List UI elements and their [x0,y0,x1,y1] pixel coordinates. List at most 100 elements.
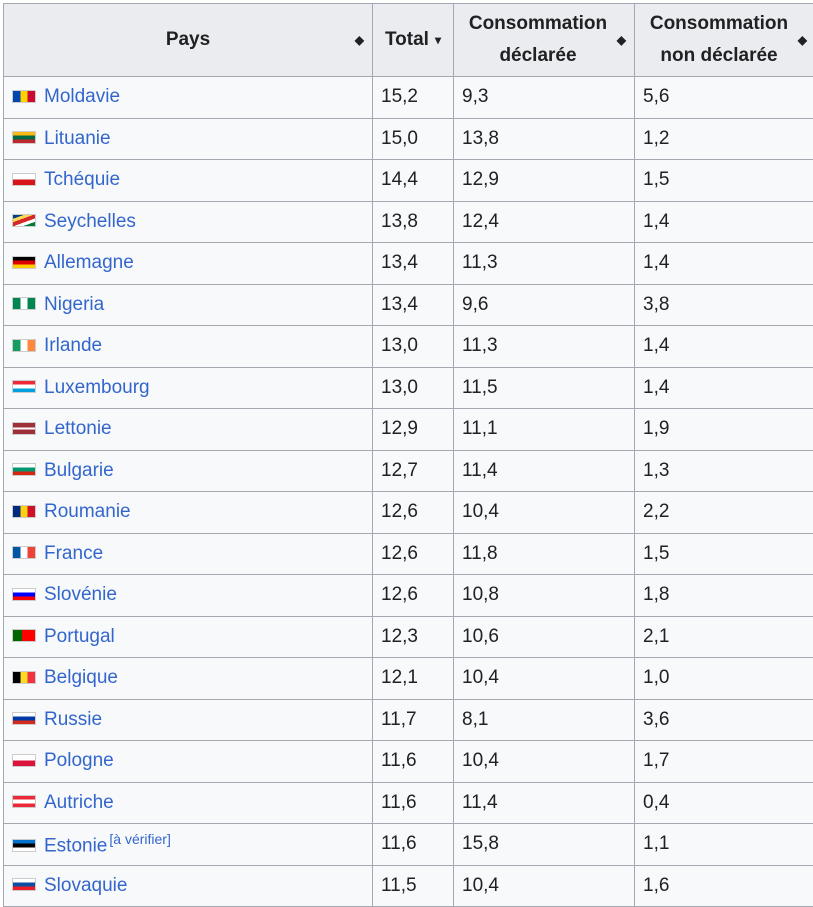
flag-estonia-icon [12,839,36,852]
country-link[interactable]: Estonie [44,835,107,856]
country-link[interactable]: Luxembourg [44,377,150,398]
cell-declared: 9,6 [454,284,635,326]
cell-undeclared: 2,1 [635,616,813,658]
cell-declared: 13,8 [454,118,635,160]
cell-undeclared: 5,6 [635,77,813,119]
country-link[interactable]: Autriche [44,792,114,813]
cell-country: Slovaquie [4,865,373,907]
cell-total: 11,5 [373,865,454,907]
column-header-undeclared[interactable]: Consommation non déclarée ◆ [635,4,813,77]
cell-undeclared: 1,8 [635,575,813,617]
column-header-pays[interactable]: Pays ◆ [4,4,373,77]
cell-declared: 10,4 [454,865,635,907]
country-link[interactable]: Portugal [44,626,115,647]
cell-undeclared: 1,9 [635,409,813,451]
cell-declared: 11,3 [454,243,635,285]
cell-declared: 10,8 [454,575,635,617]
flag-latvia-icon [12,422,36,435]
flag-romania-icon [12,505,36,518]
country-link[interactable]: Lituanie [44,128,111,149]
cell-undeclared: 1,5 [635,160,813,202]
cell-total: 13,0 [373,326,454,368]
cell-undeclared: 1,4 [635,367,813,409]
country-link[interactable]: Russie [44,709,102,730]
cell-total: 12,6 [373,575,454,617]
cell-country: Portugal [4,616,373,658]
cell-undeclared: 1,5 [635,533,813,575]
country-link[interactable]: Slovaquie [44,875,127,896]
column-header-total[interactable]: Total ▾ [373,4,454,77]
cell-declared: 11,1 [454,409,635,451]
cell-declared: 8,1 [454,699,635,741]
cell-country: Irlande [4,326,373,368]
country-link[interactable]: Pologne [44,750,114,771]
column-header-label: Total [385,24,429,56]
country-link[interactable]: France [44,543,103,564]
cell-declared: 10,6 [454,616,635,658]
column-header-label: Consommation déclarée [460,8,616,72]
sort-both-icon[interactable]: ◆ [798,34,807,46]
country-link[interactable]: Lettonie [44,418,112,439]
cell-country: Lituanie [4,118,373,160]
cell-declared: 11,8 [454,533,635,575]
cell-country: Lettonie [4,409,373,451]
flag-slovakia-icon [12,878,36,891]
sort-descending-icon[interactable]: ▾ [435,33,441,47]
cell-undeclared: 1,7 [635,741,813,783]
country-link[interactable]: Tchéquie [44,169,120,190]
cell-country: Pologne [4,741,373,783]
cell-total: 12,6 [373,533,454,575]
cell-declared: 10,4 [454,492,635,534]
cell-declared: 11,5 [454,367,635,409]
cell-total: 12,3 [373,616,454,658]
country-link[interactable]: Irlande [44,335,102,356]
column-header-label: Pays [166,24,210,56]
flag-russia-icon [12,712,36,725]
country-link[interactable]: Allemagne [44,252,134,273]
country-link[interactable]: Seychelles [44,211,136,232]
flag-seychelles-icon [12,214,36,227]
country-link[interactable]: Roumanie [44,501,131,522]
cell-total: 11,7 [373,699,454,741]
cell-undeclared: 2,2 [635,492,813,534]
cell-total: 13,4 [373,284,454,326]
country-link[interactable]: Slovénie [44,584,117,605]
country-link[interactable]: Belgique [44,667,118,688]
cell-undeclared: 1,3 [635,450,813,492]
cell-total: 12,9 [373,409,454,451]
cell-undeclared: 1,2 [635,118,813,160]
cell-undeclared: 0,4 [635,782,813,824]
flag-czechia-icon [12,173,36,186]
sort-both-icon[interactable]: ◆ [617,34,626,46]
cell-undeclared: 3,8 [635,284,813,326]
sort-both-icon[interactable]: ◆ [355,34,364,46]
cell-country: Luxembourg [4,367,373,409]
country-link[interactable]: Bulgarie [44,460,114,481]
flag-bulgaria-icon [12,463,36,476]
cell-declared: 12,9 [454,160,635,202]
cell-country: Roumanie [4,492,373,534]
flag-luxembourg-icon [12,380,36,393]
cell-country: Bulgarie [4,450,373,492]
column-header-declared[interactable]: Consommation déclarée ◆ [454,4,635,77]
cell-country: Belgique [4,658,373,700]
cell-declared: 12,4 [454,201,635,243]
country-link[interactable]: Nigeria [44,294,104,315]
cell-declared: 10,4 [454,658,635,700]
verify-note-link[interactable]: [à vérifier] [109,831,170,847]
country-link[interactable]: Moldavie [44,86,120,107]
cell-total: 14,4 [373,160,454,202]
cell-country: Moldavie [4,77,373,119]
cell-declared: 11,4 [454,782,635,824]
cell-country: Slovénie [4,575,373,617]
